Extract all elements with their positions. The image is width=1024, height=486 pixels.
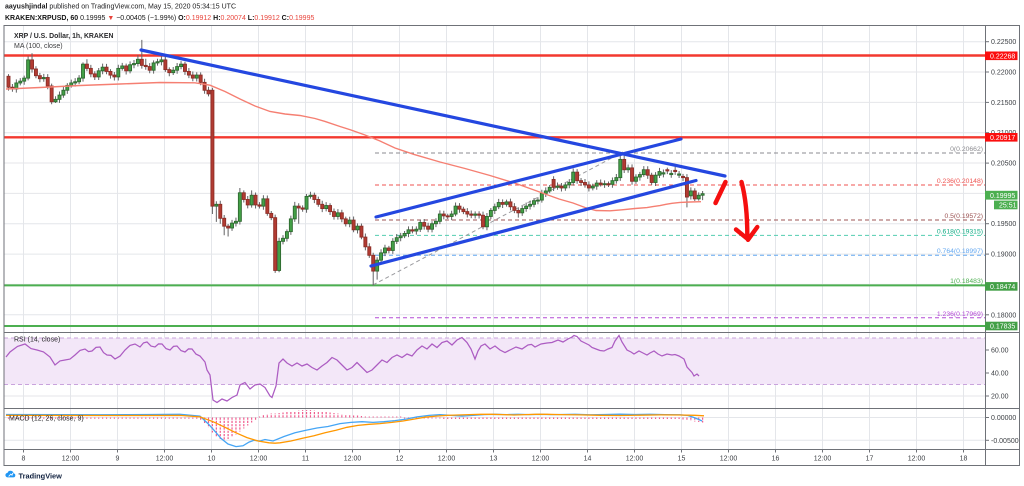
svg-text:11: 11 xyxy=(302,456,309,463)
svg-text:-0.00500: -0.00500 xyxy=(991,438,1019,445)
svg-text:0.19000: 0.19000 xyxy=(991,252,1016,259)
svg-text:12:00: 12:00 xyxy=(156,456,174,463)
svg-text:0.618(0.19315): 0.618(0.19315) xyxy=(937,228,983,235)
svg-text:10: 10 xyxy=(208,456,216,463)
svg-text:12:00: 12:00 xyxy=(62,456,80,463)
svg-text:12:00: 12:00 xyxy=(626,456,644,463)
svg-text:aayushjindal published on Trad: aayushjindal published on TradingView.co… xyxy=(5,4,236,11)
svg-text:XRP / U.S. Dollar, 1h, KRAKEN: XRP / U.S. Dollar, 1h, KRAKEN xyxy=(14,33,113,40)
svg-text:0.5(0.19572): 0.5(0.19572) xyxy=(944,213,983,220)
svg-text:MACD (12, 26, close, 9): MACD (12, 26, close, 9) xyxy=(9,416,84,423)
svg-text:0.21500: 0.21500 xyxy=(991,100,1016,107)
svg-text:12: 12 xyxy=(396,456,404,463)
svg-text:25:51: 25:51 xyxy=(999,203,1017,210)
svg-text:0.22000: 0.22000 xyxy=(991,70,1016,77)
svg-text:0(0.20662): 0(0.20662) xyxy=(950,146,983,153)
svg-text:0.18474: 0.18474 xyxy=(990,284,1015,291)
svg-text:20.00: 20.00 xyxy=(991,394,1009,401)
svg-text:0.18000: 0.18000 xyxy=(991,312,1016,319)
svg-text:1(0.18483): 1(0.18483) xyxy=(950,278,983,285)
svg-text:MA (100, close): MA (100, close) xyxy=(14,43,63,50)
svg-text:16: 16 xyxy=(772,456,780,463)
svg-text:15: 15 xyxy=(678,456,686,463)
svg-text:0.19995: 0.19995 xyxy=(990,193,1015,200)
svg-text:40.00: 40.00 xyxy=(991,371,1009,378)
svg-text:0.20917: 0.20917 xyxy=(990,135,1015,142)
svg-text:0.19500: 0.19500 xyxy=(991,221,1016,228)
svg-text:17: 17 xyxy=(866,456,874,463)
svg-text:12:00: 12:00 xyxy=(908,456,926,463)
svg-text:12:00: 12:00 xyxy=(250,456,268,463)
svg-text:0.236(0.20148): 0.236(0.20148) xyxy=(937,178,983,185)
svg-text:TradingView: TradingView xyxy=(19,471,63,480)
svg-text:8: 8 xyxy=(22,456,26,463)
svg-text:12:00: 12:00 xyxy=(814,456,832,463)
svg-text:0.764(0.18997): 0.764(0.18997) xyxy=(937,248,983,255)
svg-text:0.00000: 0.00000 xyxy=(991,415,1016,422)
svg-text:60.00: 60.00 xyxy=(991,348,1009,355)
svg-text:KRAKEN:XRPUSD, 60 0.19995 ▼ −: KRAKEN:XRPUSD, 60 0.19995 ▼ −0.00405 (−1… xyxy=(5,15,314,22)
svg-text:14: 14 xyxy=(584,456,592,463)
svg-text:13: 13 xyxy=(490,456,498,463)
svg-text:12:00: 12:00 xyxy=(438,456,456,463)
svg-text:0.22268: 0.22268 xyxy=(990,53,1015,60)
svg-text:12:00: 12:00 xyxy=(720,456,738,463)
svg-text:0.20500: 0.20500 xyxy=(991,161,1016,168)
svg-text:12:00: 12:00 xyxy=(532,456,550,463)
svg-text:12:00: 12:00 xyxy=(344,456,362,463)
svg-text:9: 9 xyxy=(116,456,120,463)
svg-text:RSI (14, close): RSI (14, close) xyxy=(14,337,60,344)
svg-text:1.236(0.17969): 1.236(0.17969) xyxy=(937,311,983,318)
svg-text:0.17835: 0.17835 xyxy=(990,324,1015,331)
svg-text:0.22500: 0.22500 xyxy=(991,39,1016,46)
svg-text:18: 18 xyxy=(960,456,968,463)
